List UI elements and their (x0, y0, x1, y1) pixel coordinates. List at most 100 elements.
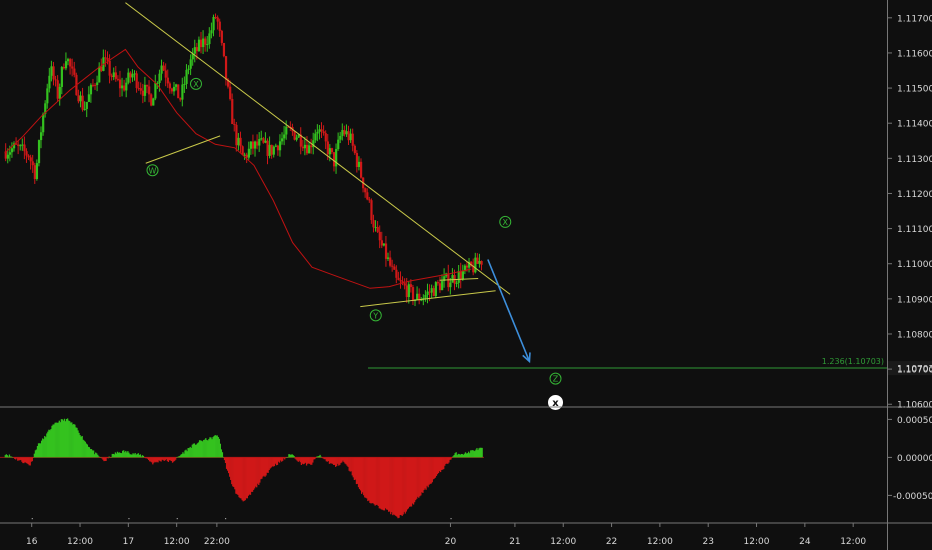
histogram-bar (260, 457, 262, 480)
wave-label-x[interactable]: X (499, 215, 512, 228)
wave-label-z[interactable]: Z (549, 372, 562, 385)
histogram-bar (77, 430, 79, 458)
candle-body (85, 101, 88, 110)
histogram-bar (23, 457, 25, 464)
histogram-bar (170, 457, 173, 462)
candle-body (156, 82, 159, 84)
histogram-bar (480, 447, 482, 458)
candle-body (478, 260, 481, 264)
time-tick-label: 17 (123, 537, 134, 547)
histogram-bar (224, 457, 227, 464)
histogram-bar (386, 457, 389, 510)
price-tick-label: 1.10800 (897, 330, 932, 340)
histogram-bar (342, 457, 344, 461)
histogram-bar (31, 457, 33, 462)
histogram-bar (180, 454, 182, 458)
oscillator-tick-label: 0.00050 (897, 416, 932, 426)
histogram-bar (377, 457, 379, 507)
histogram-bar (320, 456, 322, 458)
histogram-bar (66, 418, 69, 458)
histogram-bar (370, 457, 372, 504)
histogram-bar (74, 424, 76, 458)
trendline[interactable] (145, 135, 221, 164)
candle-body (199, 39, 203, 48)
histogram-bar (472, 450, 474, 458)
trendline[interactable] (360, 290, 496, 308)
histogram-bar (325, 457, 327, 462)
histogram-bar (459, 454, 461, 458)
histogram-bar (275, 457, 278, 466)
histogram-bar (458, 454, 460, 458)
candle-body (237, 137, 240, 146)
histogram-bar (243, 457, 245, 501)
histogram-bar (417, 457, 419, 497)
histogram-bar (252, 457, 255, 490)
histogram-bar (424, 457, 426, 489)
candle-body (127, 72, 130, 83)
candle-body (337, 139, 340, 150)
trendline[interactable] (439, 277, 479, 281)
histogram-bar (302, 457, 305, 465)
histogram-bar (163, 457, 165, 461)
candle-body (393, 266, 396, 270)
candle-body (449, 282, 452, 288)
histogram-bar (52, 424, 54, 458)
histogram-bar (322, 457, 324, 459)
candle-body (455, 282, 458, 284)
candle-body (143, 84, 147, 96)
wave-label-text: W (149, 166, 157, 175)
candle-body (349, 133, 352, 141)
fib-level-label: 1.236(1.10703) (822, 357, 884, 366)
price-panel[interactable]: 1.236(1.10703) 1.10703 W X Y X Zx (4, 2, 932, 410)
histogram-bar (367, 457, 369, 502)
histogram-bar (214, 435, 216, 458)
cross-marker[interactable]: x (548, 394, 564, 410)
candle-body (64, 61, 68, 69)
candle-body (42, 113, 45, 133)
histogram-bar (250, 457, 253, 492)
histogram-bar (169, 457, 172, 461)
candle-body (100, 66, 103, 71)
histogram-bar (5, 454, 7, 458)
histogram-bar (175, 457, 177, 460)
histogram-bar (43, 439, 45, 458)
histogram-bar (434, 457, 437, 478)
histogram-bar (448, 457, 450, 463)
histogram-bar (454, 453, 456, 458)
oscillator-panel[interactable] (0, 418, 484, 520)
candle-body (181, 84, 184, 100)
histogram-bar (167, 457, 170, 463)
histogram-bar (102, 457, 104, 460)
candle-body (12, 143, 16, 149)
candle-body (249, 141, 253, 149)
histogram-bar (25, 457, 27, 463)
candle-body (295, 137, 298, 140)
candle-body (262, 138, 265, 143)
wave-label-x[interactable]: X (189, 77, 202, 90)
histogram-bar (221, 452, 224, 458)
histogram-bar (113, 454, 116, 458)
candle-body (245, 154, 248, 158)
histogram-bar (290, 455, 292, 458)
wave-label-y[interactable]: Y (369, 309, 382, 322)
histogram-bar (199, 440, 202, 458)
wave-label-w[interactable]: W (146, 164, 159, 177)
histogram-bar (88, 447, 91, 458)
histogram-bar (73, 423, 75, 458)
candle-body (118, 79, 122, 89)
histogram-bar (336, 457, 338, 467)
histogram-bar (100, 456, 102, 458)
trendline[interactable] (125, 2, 511, 295)
projection-arrow-shaft[interactable] (487, 259, 531, 362)
histogram-bar (204, 439, 206, 458)
candle-body (260, 138, 263, 140)
histogram-bar (264, 457, 266, 477)
histogram-bar (258, 457, 260, 485)
candle-body (312, 140, 315, 148)
candle-body (104, 57, 107, 59)
candle-body (220, 30, 223, 43)
histogram-bar (369, 457, 371, 503)
histogram-bar (200, 440, 203, 458)
histogram-bar (173, 457, 176, 461)
histogram-bar (202, 441, 204, 458)
